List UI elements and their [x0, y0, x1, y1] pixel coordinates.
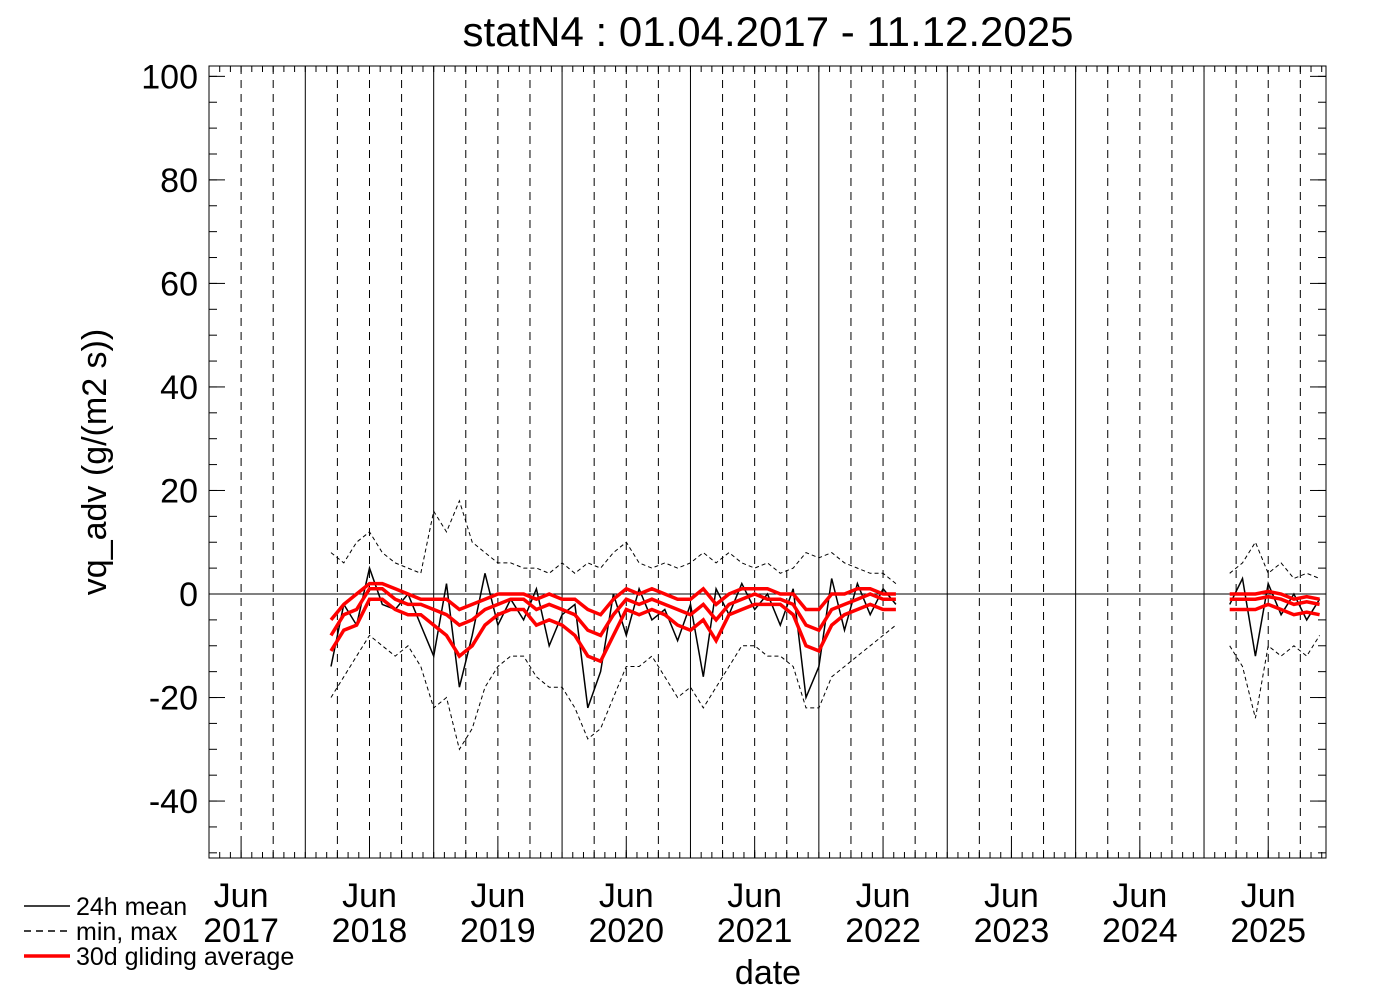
- y-tick-label: 60: [160, 265, 198, 303]
- x-tick-label: Jun 2017: [203, 877, 279, 950]
- y-tick-label: -40: [149, 783, 198, 821]
- legend-label: 24h mean: [76, 893, 187, 921]
- y-tick-label: 0: [179, 576, 198, 614]
- average-line: [329, 587, 1320, 638]
- y-tick-label: 80: [160, 162, 198, 200]
- y-tick-label: 20: [160, 472, 198, 510]
- max-line: [330, 499, 1320, 584]
- chart-title: statN4 : 01.04.2017 - 11.12.2025: [462, 8, 1073, 55]
- x-tick-label: Jun 2020: [588, 877, 664, 950]
- min-line: [330, 624, 1321, 751]
- y-tick-label: 40: [160, 369, 198, 407]
- x-tick-label: Jun 2021: [717, 877, 793, 950]
- legend-label: 30d gliding average: [76, 943, 294, 971]
- x-tick-label: Jun 2025: [1230, 877, 1306, 950]
- x-tick-label: Jun 2018: [332, 877, 408, 950]
- y-tick-label: -20: [149, 680, 198, 718]
- average-line: [329, 597, 1320, 664]
- average-line: [329, 581, 1320, 622]
- y-axis-label: vq_adv (g/(m2 s)): [76, 329, 114, 595]
- x-tick-label: Jun 2022: [845, 877, 921, 950]
- legend-label: min, max: [76, 918, 178, 946]
- plot-frame: [208, 65, 1327, 859]
- x-tick-label: Jun 2023: [974, 877, 1050, 950]
- x-axis-label: date: [735, 954, 801, 992]
- x-tick-label: Jun 2019: [460, 877, 536, 950]
- x-tick-label: Jun 2024: [1102, 877, 1178, 950]
- y-tick-label: 100: [141, 58, 198, 96]
